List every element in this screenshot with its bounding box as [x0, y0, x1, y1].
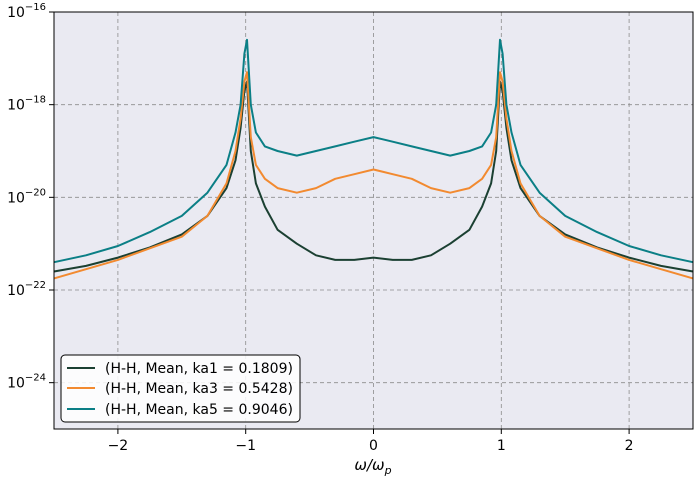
legend-label-ka5: (H-H, Mean, ka5 = 0.9046) [105, 402, 293, 418]
x-tick-label: −1 [235, 438, 256, 454]
y-tick-base: 10 [7, 190, 25, 206]
y-tick-base: 10 [7, 376, 25, 392]
x-axis-label-subscript: p [384, 464, 392, 477]
y-tick-exponent: −16 [25, 2, 46, 13]
series-line-2 [53, 71, 694, 280]
x-tick-label: −2 [108, 438, 129, 454]
y-tick-exponent: −22 [25, 280, 46, 291]
series-line-3 [53, 38, 694, 264]
y-tick-base: 10 [7, 283, 25, 299]
y-tick-exponent: −18 [25, 95, 46, 106]
y-tick-exponent: −20 [25, 187, 46, 198]
legend-box [60, 354, 301, 423]
x-tick-label: 0 [369, 438, 378, 454]
y-tick-exponent: −24 [25, 373, 46, 384]
x-axis-label: ω/ωp [354, 456, 391, 477]
y-tick-base: 10 [7, 5, 25, 21]
x-axis: −2 −1 0 1 2 [108, 429, 634, 454]
x-tick-label: 2 [625, 438, 634, 454]
x-tick-label: 1 [497, 438, 506, 454]
legend: (H-H, Mean, ka1 = 0.1809) (H-H, Mean, ka… [60, 354, 301, 423]
y-tick-label: 10−22 [7, 280, 46, 299]
y-tick-base: 10 [7, 98, 25, 114]
legend-label-ka3: (H-H, Mean, ka3 = 0.5428) [105, 381, 293, 397]
legend-label-ka1: (H-H, Mean, ka1 = 0.1809) [105, 361, 293, 377]
y-tick-label: 10−18 [7, 95, 46, 114]
y-tick-label: 10−20 [7, 187, 46, 206]
series-layer [53, 38, 694, 280]
y-tick-label: 10−16 [7, 2, 46, 21]
series-line-1 [53, 80, 694, 273]
y-tick-label: 10−24 [7, 373, 46, 392]
